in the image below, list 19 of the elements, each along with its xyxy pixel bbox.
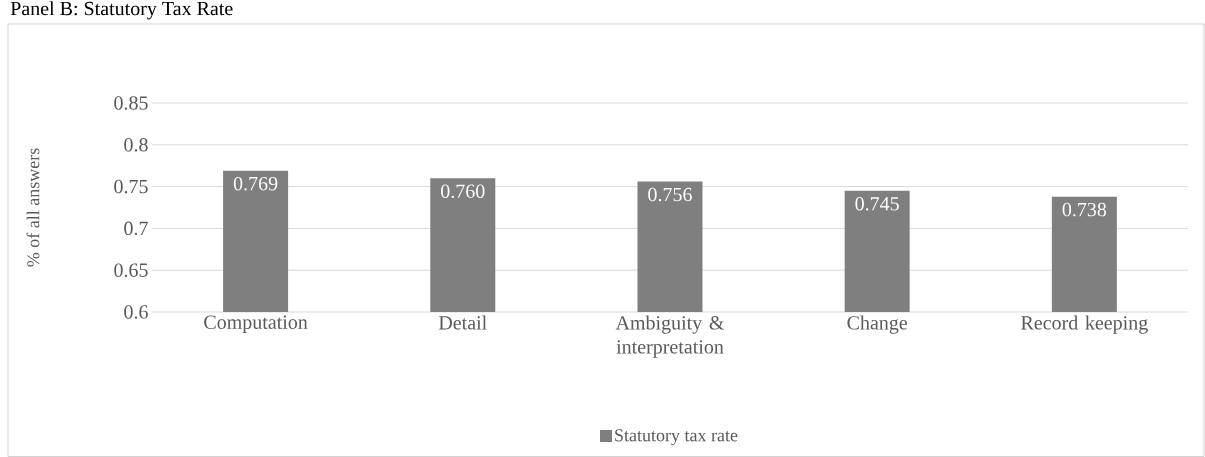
y-tick-label: 0.7 <box>124 221 148 236</box>
y-tick-label: 0.6 <box>124 305 148 319</box>
y-tick-label: 0.75 <box>114 179 148 194</box>
chart-title: Panel B: Statutory Tax Rate <box>10 1 233 20</box>
y-tick-label: 0.65 <box>114 263 148 277</box>
data-label: 0.760 <box>441 184 485 199</box>
data-label: 0.756 <box>648 187 692 202</box>
y-tick-label: 0.8 <box>124 138 148 152</box>
y-tick-label: 0.85 <box>114 96 148 110</box>
x-tick-label: Detail <box>438 315 487 330</box>
x-tick-label: Record keeping <box>1021 315 1148 334</box>
data-label: 0.769 <box>233 176 278 191</box>
x-tick-label: Computation <box>204 315 308 334</box>
legend-label: Statutory tax rate <box>615 429 738 446</box>
x-tick-label: Ambiguity & interpretation <box>615 315 725 358</box>
data-label: 0.745 <box>855 196 899 211</box>
x-tick-label: Change <box>847 315 908 334</box>
y-axis-title: % of all answers <box>26 148 40 267</box>
data-label: 0.738 <box>1062 202 1107 217</box>
